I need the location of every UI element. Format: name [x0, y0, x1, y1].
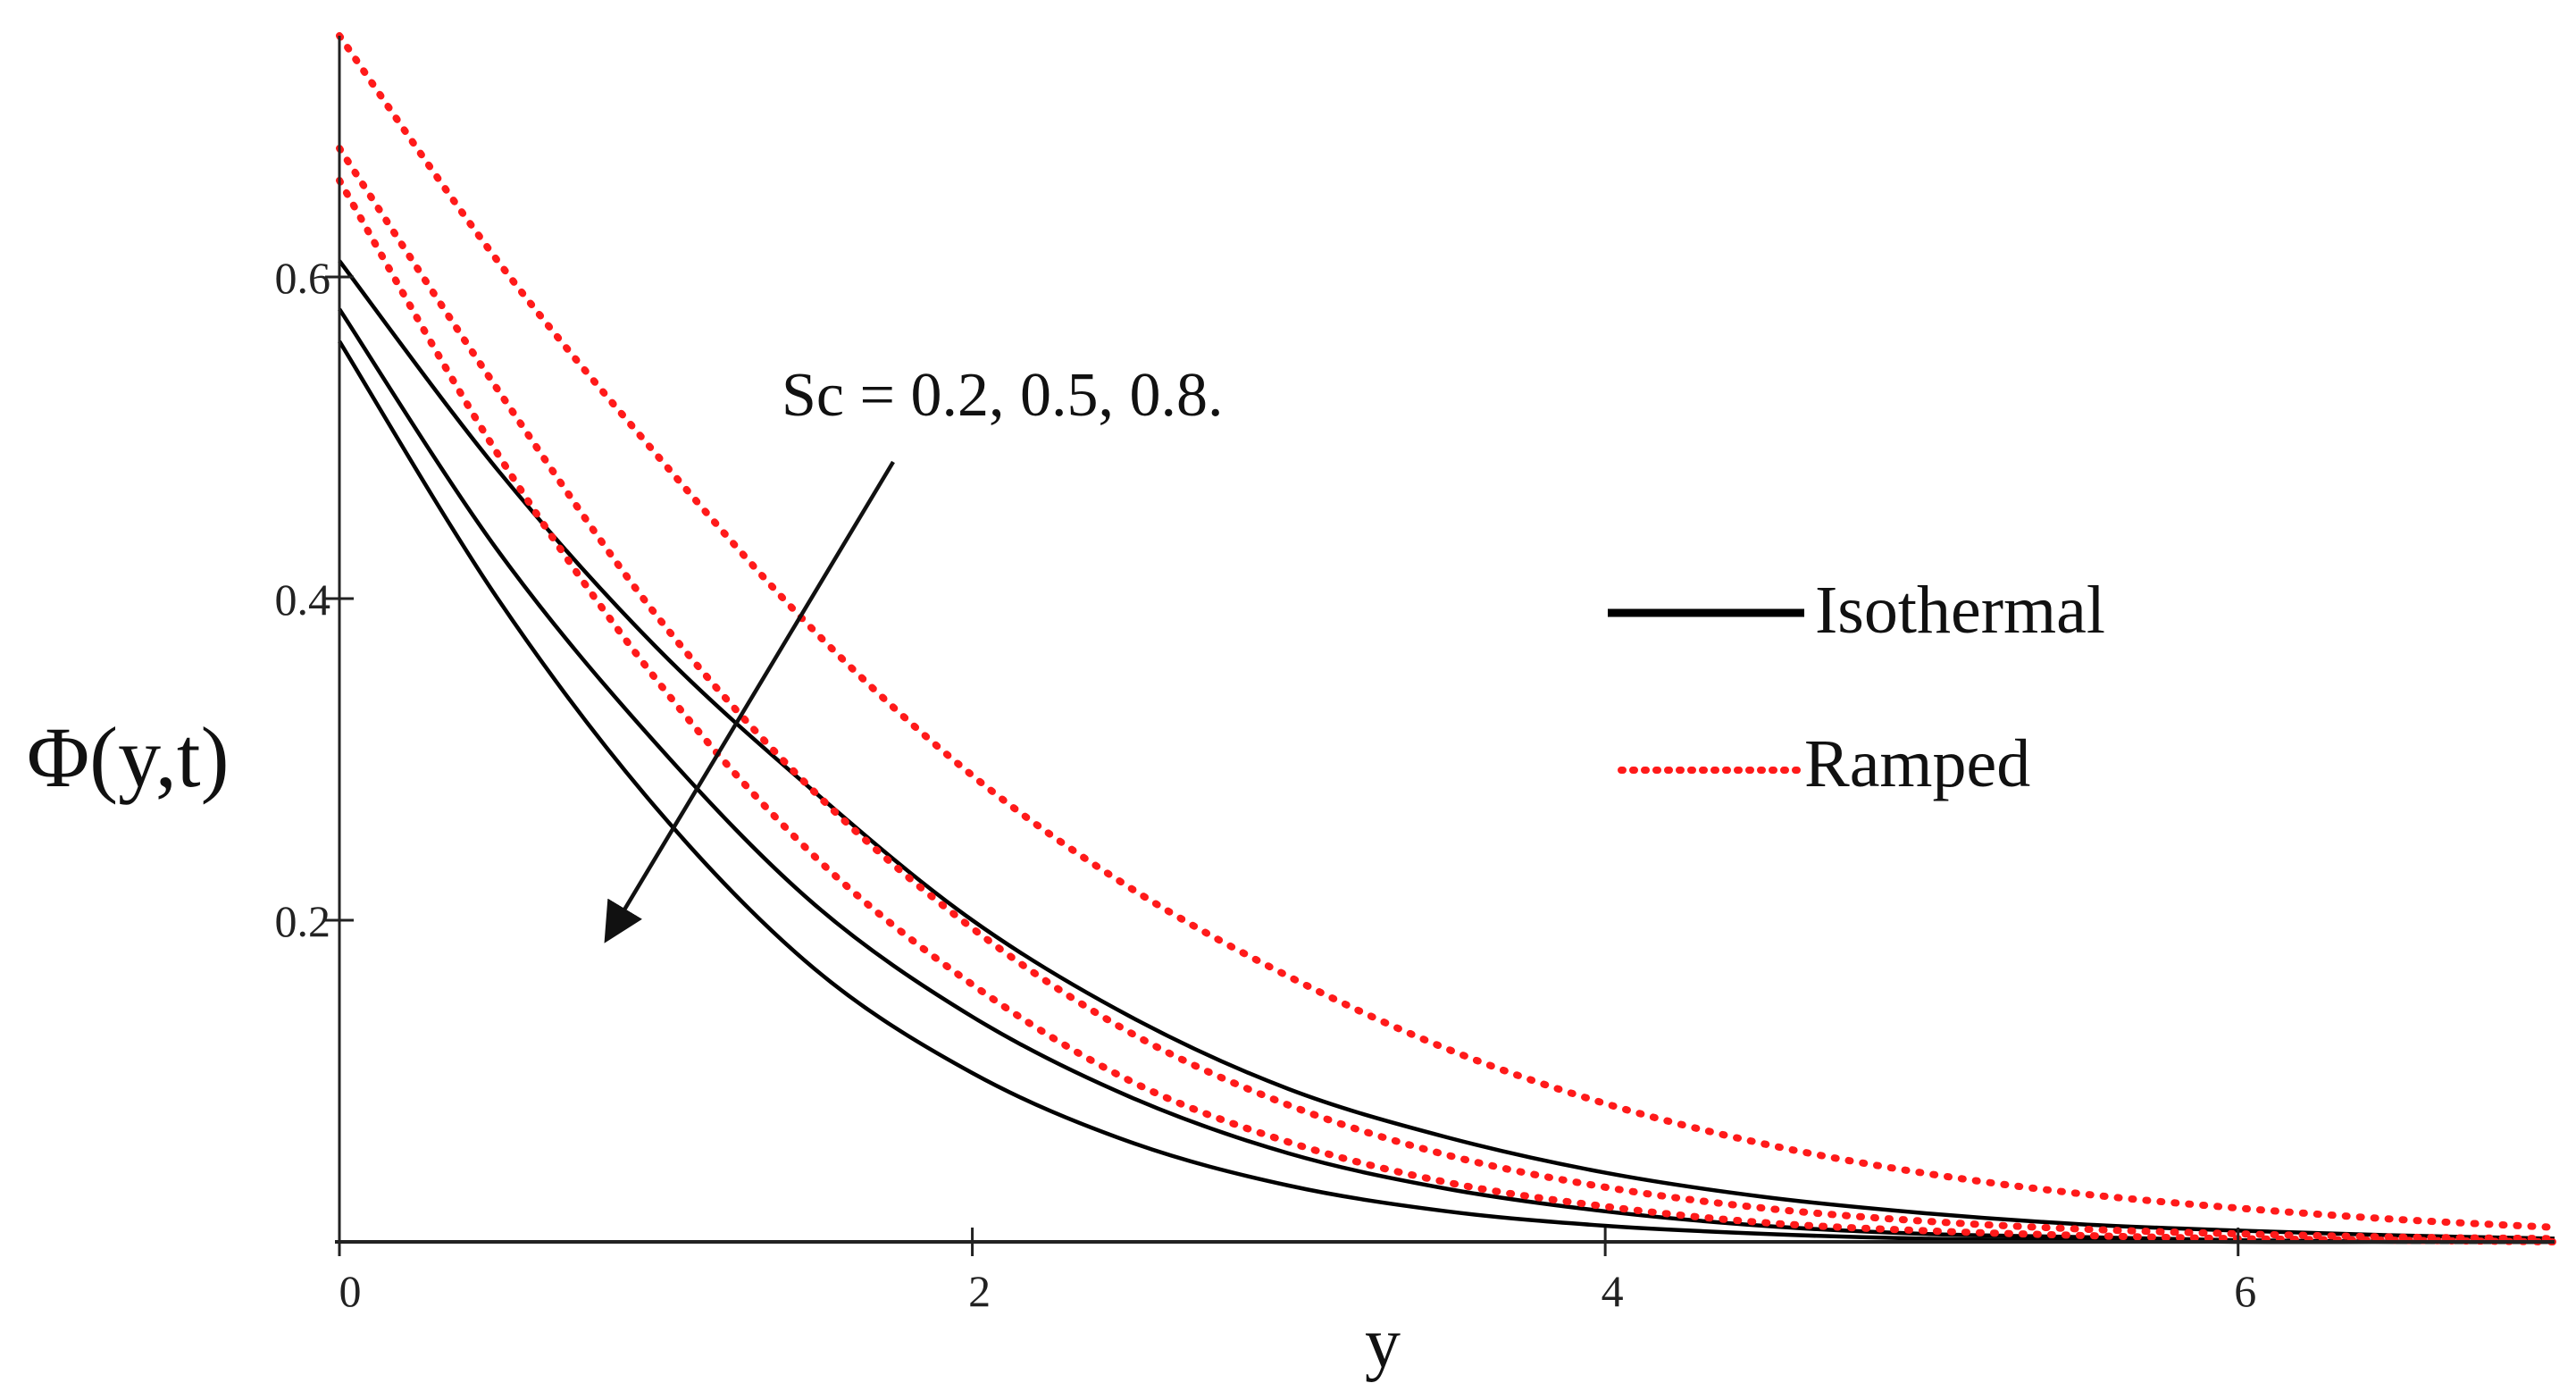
x-tick-label: 6 — [2234, 1266, 2256, 1316]
y-tick-label: 0.4 — [275, 574, 331, 625]
x-tick-label: 0 — [339, 1266, 362, 1316]
x-tick-label: 2 — [968, 1266, 991, 1316]
y-tick-label: 0.6 — [275, 253, 331, 303]
annotation-label: Sc = 0.2, 0.5, 0.8. — [782, 361, 1223, 430]
axes — [335, 36, 2555, 1244]
annotation-arrow — [604, 460, 895, 943]
y-axis-label: Φ(y,t) — [27, 709, 230, 805]
series-line-ramped-sc-0-2 — [336, 32, 2558, 1231]
x-tick-label: 4 — [1602, 1266, 1624, 1316]
y-tick-label: 0.2 — [275, 896, 331, 946]
legend-label-ramped: Ramped — [1804, 726, 2030, 801]
legend: Isothermal Ramped — [1608, 573, 2105, 801]
series-layer — [336, 32, 2558, 1245]
series-line-isothermal-sc-0-8 — [338, 340, 2555, 1245]
ticks: 0 2 4 6 0.2 0.4 0.6 — [275, 253, 2257, 1316]
series-line-ramped-sc-0-8 — [336, 177, 2558, 1245]
series-line-isothermal-sc-0-2 — [338, 259, 2555, 1241]
series-line-ramped-sc-0-5 — [336, 145, 2558, 1243]
legend-label-isothermal: Isothermal — [1815, 573, 2105, 648]
x-axis-label: y — [1365, 1304, 1401, 1383]
series-line-isothermal-sc-0-5 — [338, 307, 2555, 1245]
